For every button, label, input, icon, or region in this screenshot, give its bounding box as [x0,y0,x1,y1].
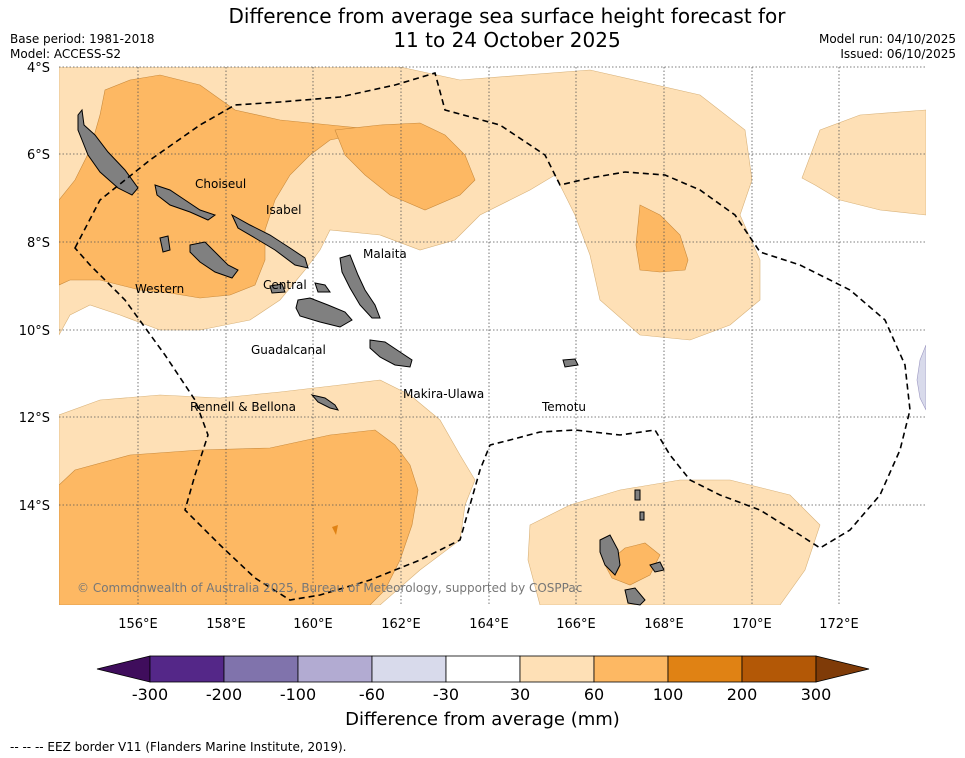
lat-label-4s: 4°S [27,61,50,76]
land-masses [77,108,665,606]
lon-label-168e: 168°E [644,617,684,632]
choiseul-island [154,184,217,221]
lat-label-8s: 8°S [27,236,50,251]
lat-label-6s: 6°S [27,148,50,163]
model-name: Model: ACCESS-S2 [10,47,122,61]
colorbar-extend-high [815,655,870,683]
vanuatu-espiritu-santo [599,534,621,576]
florida-islands [314,282,331,293]
lon-label-158e: 158°E [206,617,246,632]
cb-tick-neg30: -30 [433,685,459,704]
place-makira-ulawa: Makira-Ulawa [403,387,484,401]
meta-left: Base period: 1981-2018 Model: ACCESS-S2 [10,32,155,62]
cb-tick-200: 200 [727,685,758,704]
contour-60-100-northwest [59,74,381,299]
colorbar-seg-6 [519,655,595,683]
place-guadalcanal: Guadalcanal [251,343,326,357]
model-run: Model run: 04/10/2025 [818,32,956,46]
colorbar-seg-7 [593,655,669,683]
colorbar-seg-3 [297,655,373,683]
contour-30-60-east [801,109,926,216]
cb-tick-neg100: -100 [280,685,316,704]
guadalcanal-island [295,297,353,328]
contour-100-200-spot [332,525,338,535]
cb-tick-neg300: -300 [132,685,168,704]
colorbar-extend-low [96,655,151,683]
bougainville-island [77,108,139,196]
temotu-island [562,358,579,368]
lat-label-14s: 14°S [19,499,50,514]
vanuatu-efate [624,587,646,606]
issued-date: Issued: 06/10/2025 [840,47,956,61]
place-isabel: Isabel [266,203,301,217]
lon-label-172e: 172°E [819,617,859,632]
cb-tick-100: 100 [653,685,684,704]
lon-label-164e: 164°E [469,617,509,632]
place-central: Central [263,278,307,292]
lon-label-166e: 166°E [556,617,596,632]
place-western: Western [135,282,184,296]
contour-60-100-central [334,122,476,211]
base-period: Base period: 1981-2018 [10,32,155,46]
colorbar-seg-2 [223,655,299,683]
new-georgia-islands [189,241,239,279]
lon-label-170e: 170°E [732,617,772,632]
contour-60-100-east [635,204,689,273]
lat-label-12s: 12°S [19,411,50,426]
copyright-notice: © Commonwealth of Australia 2025, Bureau… [77,581,582,595]
rennell-island [310,394,340,411]
vanuatu-islet [639,511,645,521]
colorbar-seg-5 [445,655,521,683]
colorbar-seg-1 [149,655,225,683]
makira-island [369,339,413,368]
colorbar [96,655,870,683]
meta-right: Model run: 04/10/2025 Issued: 06/10/2025 [819,32,956,62]
vanuatu-malekula [649,561,665,573]
lon-label-160e: 160°E [293,617,333,632]
vanuatu-north [634,489,641,501]
central-islands [269,283,286,294]
cb-tick-300: 300 [801,685,832,704]
contour-30-60-southeast [527,479,821,605]
place-choiseul: Choiseul [195,177,246,191]
cb-tick-30: 30 [510,685,530,704]
cb-tick-neg200: -200 [206,685,242,704]
isabel-island [230,213,309,269]
title-line-2: 11 to 24 October 2025 [393,28,621,52]
place-malaita: Malaita [363,247,407,261]
title-line-1: Difference from average sea surface heig… [228,4,786,28]
contour-neg30-neg60-edge [916,344,926,411]
map-title: Difference from average sea surface heig… [0,4,965,52]
lat-label-10s: 10°S [19,324,50,339]
eez-legend-note: -- -- -- EEZ border V11 (Flanders Marine… [10,740,347,754]
cb-tick-60: 60 [584,685,604,704]
western-islet [159,235,171,253]
lon-label-156e: 156°E [118,617,158,632]
anomaly-layer [59,67,926,605]
colorbar-seg-8 [667,655,743,683]
colorbar-seg-9 [741,655,817,683]
eez-border [74,71,911,601]
contour-60-100-south [59,429,419,605]
place-rennell-bellona: Rennell & Bellona [190,400,296,414]
malaita-island [339,254,381,319]
place-temotu: Temotu [541,400,586,414]
lon-label-162e: 162°E [381,617,421,632]
cb-tick-neg60: -60 [359,685,385,704]
colorbar-title: Difference from average (mm) [345,709,620,730]
colorbar-seg-4 [371,655,447,683]
